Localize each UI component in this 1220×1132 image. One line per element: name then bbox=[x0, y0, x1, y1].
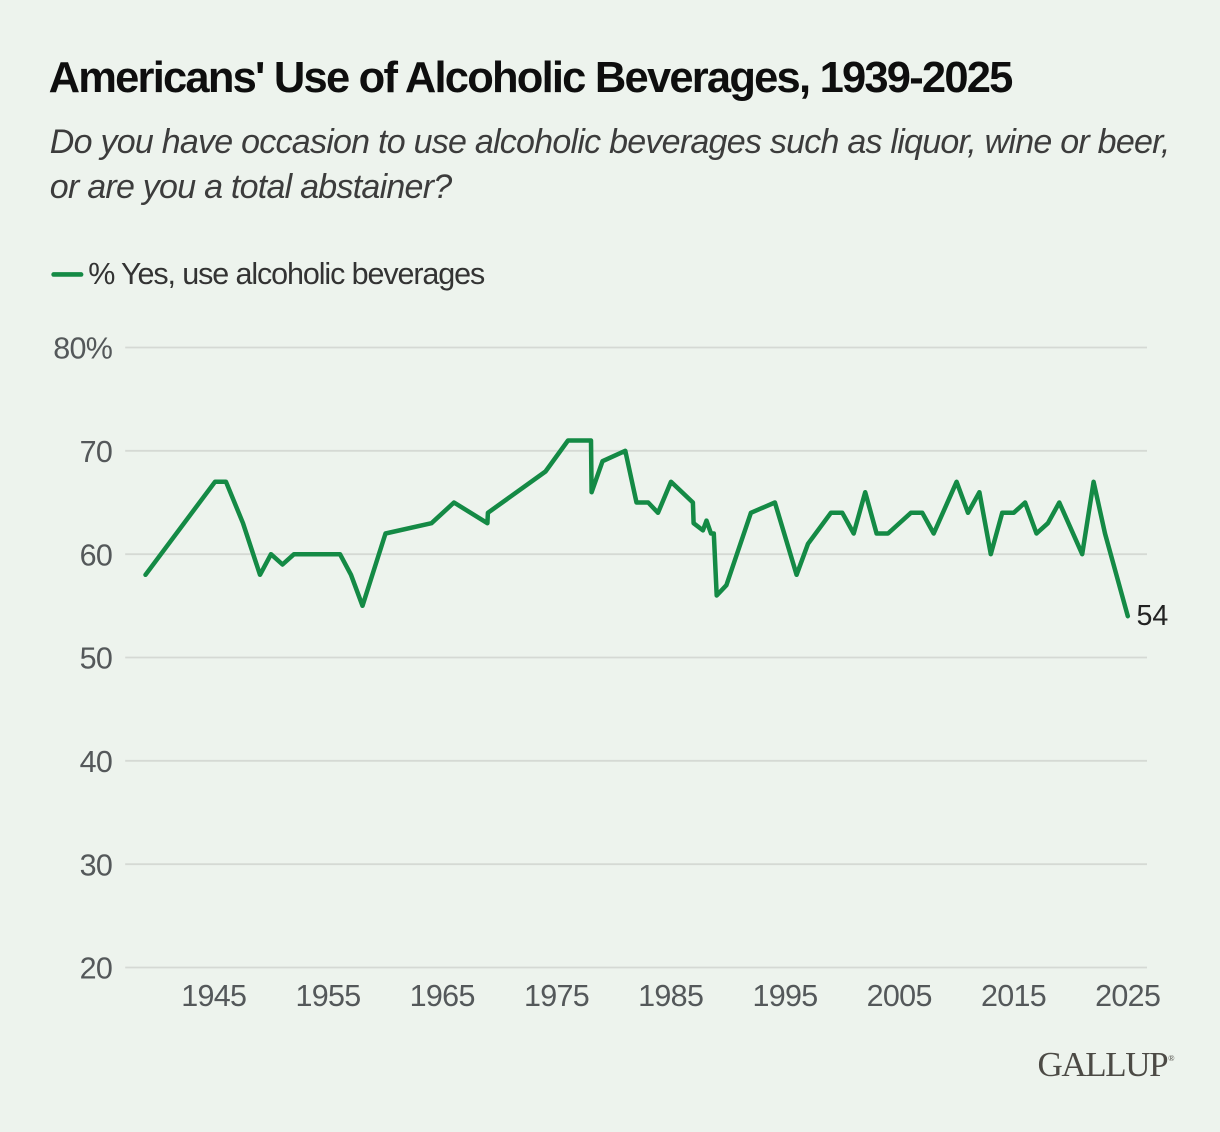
svg-text:1945: 1945 bbox=[181, 979, 246, 1013]
svg-text:70: 70 bbox=[80, 435, 113, 469]
svg-text:1965: 1965 bbox=[410, 979, 475, 1013]
svg-text:1955: 1955 bbox=[295, 979, 360, 1013]
svg-text:1975: 1975 bbox=[524, 979, 589, 1013]
svg-text:2005: 2005 bbox=[867, 979, 932, 1013]
svg-text:30: 30 bbox=[80, 848, 113, 882]
svg-text:40: 40 bbox=[80, 745, 113, 779]
svg-text:1985: 1985 bbox=[638, 979, 703, 1013]
svg-text:60: 60 bbox=[80, 538, 113, 572]
svg-text:2015: 2015 bbox=[981, 979, 1046, 1013]
svg-text:20: 20 bbox=[80, 952, 113, 986]
svg-text:2025: 2025 bbox=[1095, 979, 1160, 1013]
svg-text:80%: 80% bbox=[53, 332, 113, 366]
svg-text:54: 54 bbox=[1137, 600, 1169, 632]
svg-text:1995: 1995 bbox=[752, 979, 817, 1013]
svg-text:50: 50 bbox=[80, 642, 113, 676]
